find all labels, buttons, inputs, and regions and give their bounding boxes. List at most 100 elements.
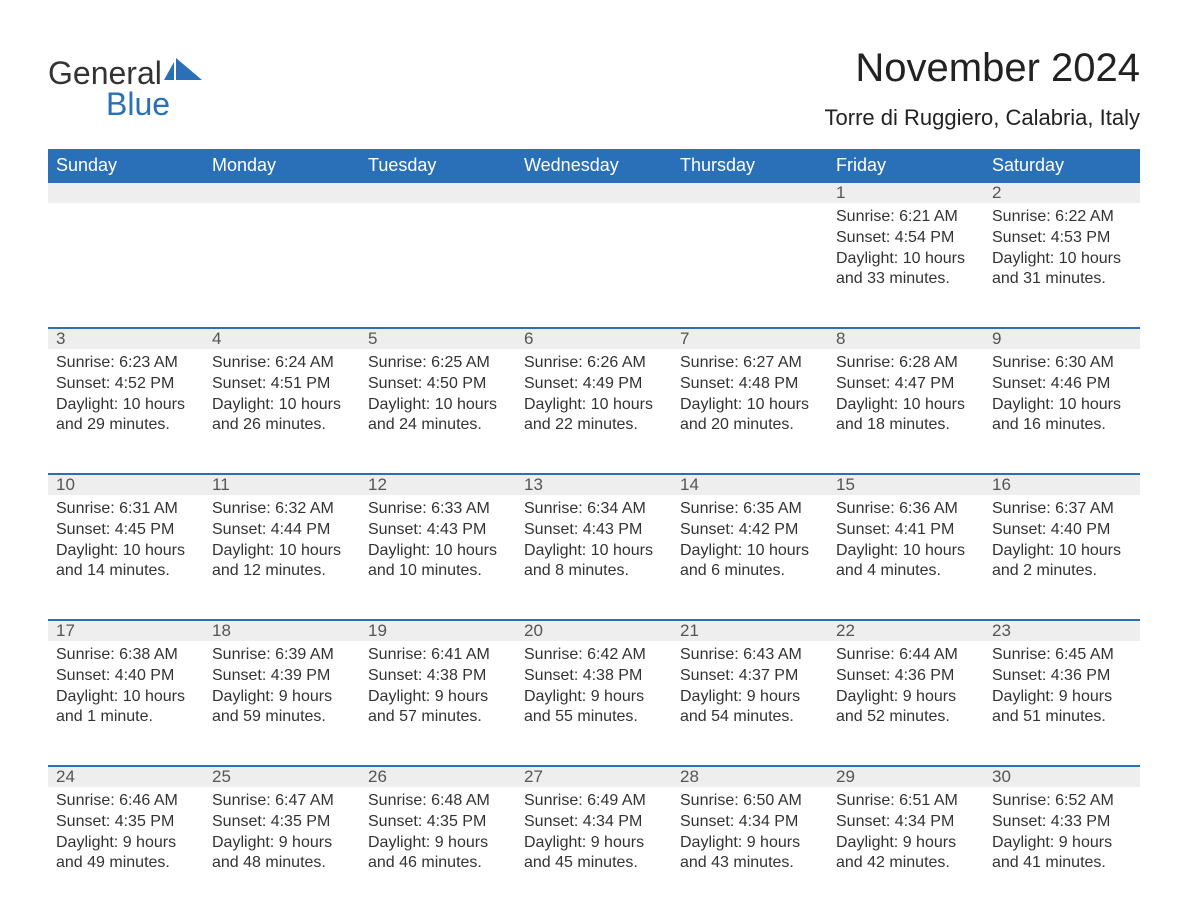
sunset-text: Sunset: 4:52 PM xyxy=(56,374,196,395)
day-content: Sunrise: 6:42 AMSunset: 4:38 PMDaylight:… xyxy=(516,641,672,736)
day-number: 4 xyxy=(204,329,360,349)
daynum-row: 12 xyxy=(48,181,1140,203)
day-content: Sunrise: 6:46 AMSunset: 4:35 PMDaylight:… xyxy=(48,787,204,882)
day-cell: Sunrise: 6:22 AMSunset: 4:53 PMDaylight:… xyxy=(984,203,1140,327)
sunset-text: Sunset: 4:49 PM xyxy=(524,374,664,395)
day-cell: Sunrise: 6:50 AMSunset: 4:34 PMDaylight:… xyxy=(672,787,828,911)
sunrise-text: Sunrise: 6:37 AM xyxy=(992,499,1132,520)
day-number: 19 xyxy=(360,621,516,641)
week-row: Sunrise: 6:38 AMSunset: 4:40 PMDaylight:… xyxy=(48,641,1140,765)
day-content: Sunrise: 6:21 AMSunset: 4:54 PMDaylight:… xyxy=(828,203,984,298)
day-content: Sunrise: 6:38 AMSunset: 4:40 PMDaylight:… xyxy=(48,641,204,736)
day-content: Sunrise: 6:28 AMSunset: 4:47 PMDaylight:… xyxy=(828,349,984,444)
day-number: 14 xyxy=(672,475,828,495)
day-number: 20 xyxy=(516,621,672,641)
sunrise-text: Sunrise: 6:28 AM xyxy=(836,353,976,374)
day-content: Sunrise: 6:36 AMSunset: 4:41 PMDaylight:… xyxy=(828,495,984,590)
day-number: 2 xyxy=(984,183,1140,203)
day-cell xyxy=(516,203,672,327)
calendar-grid: SundayMondayTuesdayWednesdayThursdayFrid… xyxy=(48,149,1140,911)
brand-logo: General Blue xyxy=(48,58,202,119)
day-number: 12 xyxy=(360,475,516,495)
day-cell: Sunrise: 6:46 AMSunset: 4:35 PMDaylight:… xyxy=(48,787,204,911)
sunrise-text: Sunrise: 6:43 AM xyxy=(680,645,820,666)
day-cell: Sunrise: 6:25 AMSunset: 4:50 PMDaylight:… xyxy=(360,349,516,473)
day-content: Sunrise: 6:37 AMSunset: 4:40 PMDaylight:… xyxy=(984,495,1140,590)
day-cell: Sunrise: 6:37 AMSunset: 4:40 PMDaylight:… xyxy=(984,495,1140,619)
daylight-text: Daylight: 10 hours and 24 minutes. xyxy=(368,395,508,437)
daylight-text: Daylight: 10 hours and 8 minutes. xyxy=(524,541,664,583)
day-number: 5 xyxy=(360,329,516,349)
day-number: 29 xyxy=(828,767,984,787)
day-cell: Sunrise: 6:44 AMSunset: 4:36 PMDaylight:… xyxy=(828,641,984,765)
day-cell: Sunrise: 6:49 AMSunset: 4:34 PMDaylight:… xyxy=(516,787,672,911)
daylight-text: Daylight: 9 hours and 52 minutes. xyxy=(836,687,976,729)
day-content: Sunrise: 6:52 AMSunset: 4:33 PMDaylight:… xyxy=(984,787,1140,882)
daylight-text: Daylight: 10 hours and 31 minutes. xyxy=(992,249,1132,291)
day-content: Sunrise: 6:50 AMSunset: 4:34 PMDaylight:… xyxy=(672,787,828,882)
brand-name: General Blue xyxy=(48,55,202,119)
sunset-text: Sunset: 4:40 PM xyxy=(992,520,1132,541)
day-cell: Sunrise: 6:33 AMSunset: 4:43 PMDaylight:… xyxy=(360,495,516,619)
day-number: 9 xyxy=(984,329,1140,349)
day-cell: Sunrise: 6:27 AMSunset: 4:48 PMDaylight:… xyxy=(672,349,828,473)
sunset-text: Sunset: 4:38 PM xyxy=(524,666,664,687)
day-content: Sunrise: 6:24 AMSunset: 4:51 PMDaylight:… xyxy=(204,349,360,444)
sunrise-text: Sunrise: 6:41 AM xyxy=(368,645,508,666)
calendar-body: 12Sunrise: 6:21 AMSunset: 4:54 PMDayligh… xyxy=(48,181,1140,911)
day-cell: Sunrise: 6:26 AMSunset: 4:49 PMDaylight:… xyxy=(516,349,672,473)
brand-name-part2: Blue xyxy=(106,89,202,119)
day-number: 13 xyxy=(516,475,672,495)
weekday-header: Friday xyxy=(828,155,984,176)
day-number: 27 xyxy=(516,767,672,787)
day-cell: Sunrise: 6:39 AMSunset: 4:39 PMDaylight:… xyxy=(204,641,360,765)
sunset-text: Sunset: 4:50 PM xyxy=(368,374,508,395)
sunset-text: Sunset: 4:37 PM xyxy=(680,666,820,687)
sunset-text: Sunset: 4:33 PM xyxy=(992,812,1132,833)
sunrise-text: Sunrise: 6:27 AM xyxy=(680,353,820,374)
sunset-text: Sunset: 4:35 PM xyxy=(368,812,508,833)
day-cell xyxy=(204,203,360,327)
daylight-text: Daylight: 9 hours and 59 minutes. xyxy=(212,687,352,729)
day-number: 16 xyxy=(984,475,1140,495)
daynum-row: 3456789 xyxy=(48,327,1140,349)
day-content: Sunrise: 6:32 AMSunset: 4:44 PMDaylight:… xyxy=(204,495,360,590)
day-content: Sunrise: 6:34 AMSunset: 4:43 PMDaylight:… xyxy=(516,495,672,590)
daylight-text: Daylight: 10 hours and 22 minutes. xyxy=(524,395,664,437)
sunset-text: Sunset: 4:41 PM xyxy=(836,520,976,541)
day-content: Sunrise: 6:47 AMSunset: 4:35 PMDaylight:… xyxy=(204,787,360,882)
day-content: Sunrise: 6:31 AMSunset: 4:45 PMDaylight:… xyxy=(48,495,204,590)
sunrise-text: Sunrise: 6:23 AM xyxy=(56,353,196,374)
day-content xyxy=(48,203,204,215)
sunset-text: Sunset: 4:34 PM xyxy=(836,812,976,833)
sunset-text: Sunset: 4:40 PM xyxy=(56,666,196,687)
daylight-text: Daylight: 10 hours and 12 minutes. xyxy=(212,541,352,583)
day-cell: Sunrise: 6:43 AMSunset: 4:37 PMDaylight:… xyxy=(672,641,828,765)
sunrise-text: Sunrise: 6:39 AM xyxy=(212,645,352,666)
day-content xyxy=(204,203,360,215)
day-content: Sunrise: 6:30 AMSunset: 4:46 PMDaylight:… xyxy=(984,349,1140,444)
daylight-text: Daylight: 10 hours and 26 minutes. xyxy=(212,395,352,437)
daylight-text: Daylight: 10 hours and 33 minutes. xyxy=(836,249,976,291)
sunrise-text: Sunrise: 6:47 AM xyxy=(212,791,352,812)
daynum-row: 10111213141516 xyxy=(48,473,1140,495)
daylight-text: Daylight: 10 hours and 10 minutes. xyxy=(368,541,508,583)
day-cell: Sunrise: 6:35 AMSunset: 4:42 PMDaylight:… xyxy=(672,495,828,619)
day-content: Sunrise: 6:39 AMSunset: 4:39 PMDaylight:… xyxy=(204,641,360,736)
sunrise-text: Sunrise: 6:34 AM xyxy=(524,499,664,520)
day-cell: Sunrise: 6:30 AMSunset: 4:46 PMDaylight:… xyxy=(984,349,1140,473)
day-content: Sunrise: 6:44 AMSunset: 4:36 PMDaylight:… xyxy=(828,641,984,736)
daylight-text: Daylight: 9 hours and 55 minutes. xyxy=(524,687,664,729)
day-cell: Sunrise: 6:23 AMSunset: 4:52 PMDaylight:… xyxy=(48,349,204,473)
daylight-text: Daylight: 9 hours and 41 minutes. xyxy=(992,833,1132,875)
sunrise-text: Sunrise: 6:21 AM xyxy=(836,207,976,228)
day-content: Sunrise: 6:25 AMSunset: 4:50 PMDaylight:… xyxy=(360,349,516,444)
day-content: Sunrise: 6:35 AMSunset: 4:42 PMDaylight:… xyxy=(672,495,828,590)
sunrise-text: Sunrise: 6:26 AM xyxy=(524,353,664,374)
day-cell: Sunrise: 6:45 AMSunset: 4:36 PMDaylight:… xyxy=(984,641,1140,765)
day-content: Sunrise: 6:41 AMSunset: 4:38 PMDaylight:… xyxy=(360,641,516,736)
day-cell: Sunrise: 6:36 AMSunset: 4:41 PMDaylight:… xyxy=(828,495,984,619)
week-row: Sunrise: 6:46 AMSunset: 4:35 PMDaylight:… xyxy=(48,787,1140,911)
weekday-header: Thursday xyxy=(672,155,828,176)
daylight-text: Daylight: 10 hours and 20 minutes. xyxy=(680,395,820,437)
